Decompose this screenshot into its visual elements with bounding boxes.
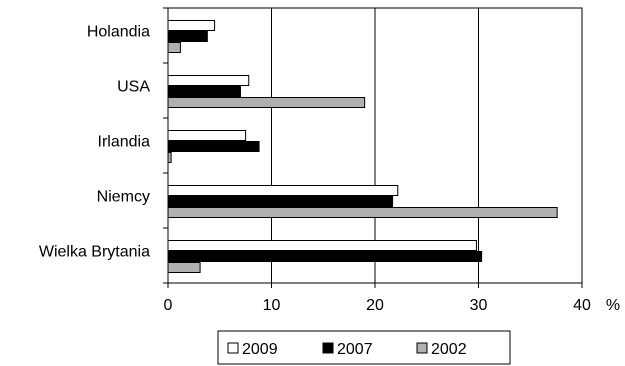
- category-labels: Holandia USA Irlandia Niemcy Wielka Brytania: [39, 24, 150, 261]
- legend-label: 2009: [242, 341, 278, 358]
- bar-2009: [167, 240, 477, 251]
- bar-2002: [167, 262, 201, 273]
- bar-2007: [167, 251, 483, 262]
- bar-2007: [167, 31, 208, 42]
- x-unit-label: %: [606, 297, 620, 314]
- bar-2002: [167, 97, 366, 108]
- x-tick-label: 20: [366, 297, 384, 314]
- bar-2009: [167, 75, 250, 86]
- category-label: Niemcy: [97, 189, 150, 206]
- legend: 2009 2007 2002: [217, 330, 511, 365]
- bar-2009: [167, 185, 399, 196]
- bar-2002: [167, 152, 172, 163]
- category-label: Irlandia: [98, 134, 151, 151]
- legend-box: [217, 330, 511, 365]
- category-label: Holandia: [87, 24, 150, 41]
- category-label: Wielka Brytania: [39, 244, 150, 261]
- x-tick-label: 0: [164, 297, 173, 314]
- legend-swatch-2002: [416, 342, 428, 354]
- x-tick-label: 40: [573, 297, 591, 314]
- bar-2007: [167, 196, 394, 207]
- bar-2007: [167, 141, 260, 152]
- x-tick-label: 30: [470, 297, 488, 314]
- bar-2007: [167, 86, 241, 97]
- legend-label: 2007: [337, 341, 373, 358]
- bar-2009: [167, 20, 216, 31]
- bar-2002: [167, 42, 181, 53]
- legend-swatch-2007: [322, 342, 334, 354]
- tick-labels: 0 10 20 30 40: [164, 297, 591, 314]
- bars: [167, 20, 558, 273]
- legend-label: 2002: [431, 341, 467, 358]
- axes: [163, 7, 583, 288]
- x-tick-label: 10: [263, 297, 281, 314]
- bar-2002: [167, 207, 558, 218]
- category-label: USA: [117, 79, 150, 96]
- legend-swatch-2009: [227, 342, 239, 354]
- bar-2009: [167, 130, 247, 141]
